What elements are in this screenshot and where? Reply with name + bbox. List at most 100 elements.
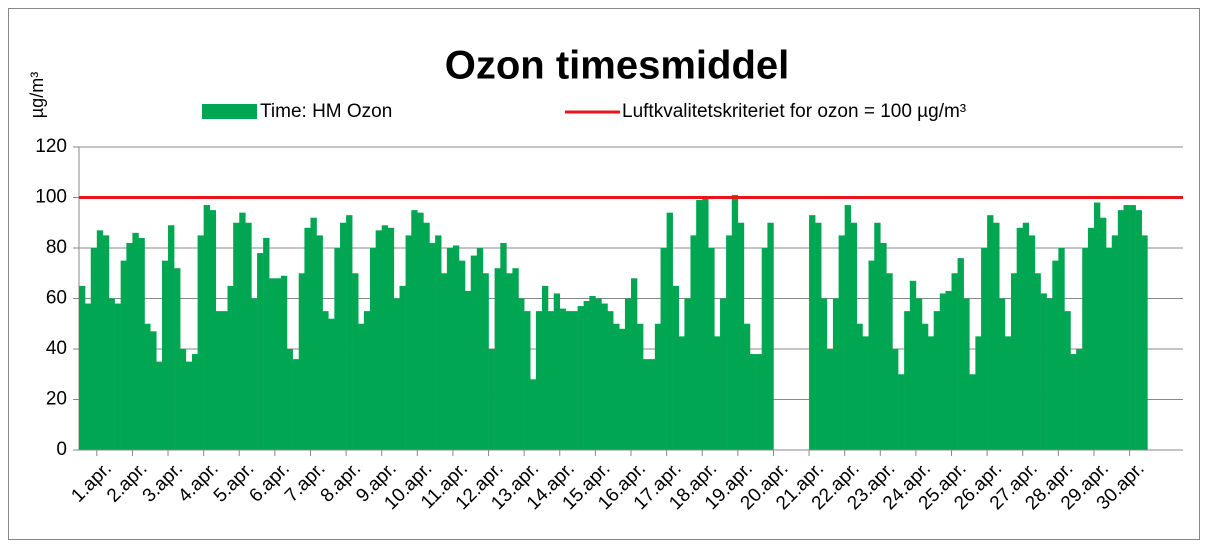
bar — [423, 222, 430, 450]
y-tick-label: 0 — [56, 439, 67, 460]
bar — [191, 354, 199, 450]
y-tick-label: 40 — [46, 338, 67, 359]
bar — [637, 323, 644, 450]
bar — [310, 217, 317, 450]
legend-label: Time: HM Ozon — [260, 101, 392, 122]
bar — [375, 230, 382, 450]
legend-swatch — [202, 104, 257, 119]
bar — [340, 222, 347, 450]
bar — [518, 298, 525, 450]
bar — [577, 306, 584, 450]
bar — [458, 260, 466, 450]
bar — [755, 354, 762, 450]
y-tick-label: 120 — [35, 136, 67, 157]
bar — [298, 273, 306, 450]
bar — [963, 298, 970, 450]
bar — [185, 361, 193, 450]
bar — [316, 235, 323, 450]
bar — [85, 303, 92, 450]
bar — [263, 237, 270, 450]
bar — [548, 311, 555, 450]
y-axis-label: µg/m³ — [27, 72, 47, 118]
bar — [654, 323, 662, 450]
bar — [1022, 222, 1030, 450]
bar — [239, 212, 246, 450]
bar — [328, 318, 335, 450]
bar — [631, 278, 638, 450]
bar — [743, 323, 751, 450]
bar — [435, 235, 442, 450]
bar — [245, 222, 252, 450]
bar — [209, 210, 217, 450]
bar — [530, 379, 537, 450]
bar — [1105, 248, 1113, 450]
bar — [933, 311, 941, 450]
bar — [357, 323, 365, 450]
bar — [233, 222, 240, 450]
bar — [161, 260, 169, 450]
bar — [601, 303, 608, 450]
bar — [898, 374, 905, 450]
bar — [215, 311, 222, 450]
bar — [862, 336, 869, 450]
bar — [809, 215, 816, 450]
bar — [1046, 298, 1053, 450]
bar — [304, 227, 311, 450]
bar — [832, 298, 840, 450]
bar — [702, 197, 709, 450]
bar — [512, 268, 519, 450]
bar — [90, 248, 98, 450]
bar — [737, 222, 745, 450]
bar — [1010, 273, 1018, 450]
bar — [1141, 235, 1148, 450]
bar — [322, 311, 329, 450]
bar — [838, 235, 845, 450]
bar — [565, 311, 573, 450]
bar — [79, 285, 86, 450]
bar — [114, 303, 121, 450]
bar — [108, 298, 115, 450]
bar — [120, 260, 128, 450]
bar — [844, 205, 852, 450]
bar — [138, 237, 145, 450]
bar — [221, 311, 228, 450]
bar — [506, 273, 513, 450]
bar — [464, 290, 472, 450]
bar — [1004, 336, 1012, 450]
bar — [726, 235, 733, 450]
legend-label: Luftkvalitetskriteriet for ozon = 100 µg… — [622, 101, 966, 122]
bar — [815, 222, 822, 450]
bar — [251, 298, 258, 450]
chart-title: Ozon timesmiddel — [445, 44, 790, 88]
bar — [850, 222, 858, 450]
bar — [524, 311, 531, 450]
bar — [880, 242, 887, 450]
bar — [369, 248, 377, 450]
bar — [981, 248, 988, 450]
bar — [405, 235, 412, 450]
bar — [1016, 227, 1024, 450]
bar — [915, 298, 923, 450]
bar — [203, 205, 210, 450]
bar — [921, 323, 929, 450]
bar — [559, 308, 567, 450]
bar — [411, 210, 418, 450]
bar — [749, 354, 756, 450]
bar — [227, 285, 234, 450]
bar — [957, 258, 964, 450]
bar — [352, 273, 359, 450]
bar — [1117, 210, 1125, 450]
bar — [179, 349, 187, 450]
bar — [446, 248, 454, 450]
bar — [168, 225, 175, 450]
bar — [1111, 235, 1119, 450]
bar — [684, 298, 691, 450]
bar — [589, 295, 596, 450]
bar — [1028, 235, 1036, 450]
bar — [672, 285, 680, 450]
bar — [1087, 227, 1095, 450]
bar — [998, 298, 1006, 450]
bar — [268, 278, 276, 450]
